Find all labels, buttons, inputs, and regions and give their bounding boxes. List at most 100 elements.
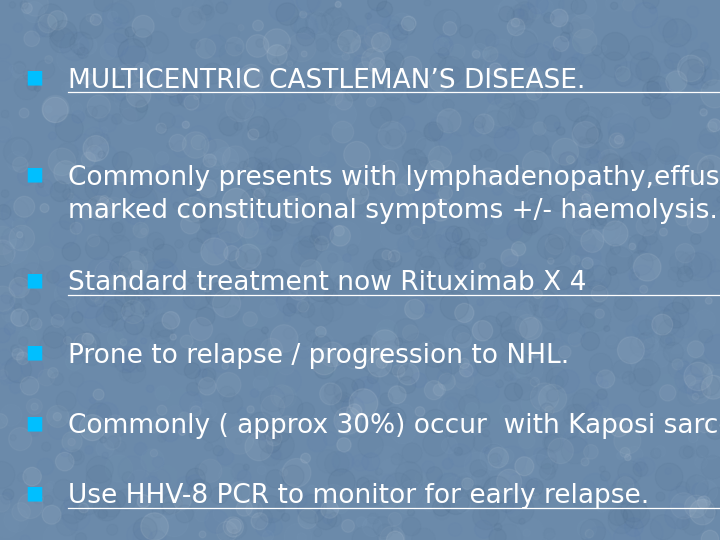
Ellipse shape — [402, 190, 428, 215]
Ellipse shape — [266, 431, 294, 460]
Ellipse shape — [452, 325, 471, 343]
Ellipse shape — [591, 285, 608, 302]
Ellipse shape — [12, 345, 27, 360]
Ellipse shape — [141, 449, 164, 472]
Ellipse shape — [397, 236, 414, 252]
Ellipse shape — [94, 0, 113, 11]
Ellipse shape — [548, 48, 561, 60]
Ellipse shape — [173, 202, 180, 210]
Ellipse shape — [0, 213, 13, 235]
Ellipse shape — [641, 51, 649, 59]
Ellipse shape — [415, 137, 434, 157]
Ellipse shape — [83, 136, 109, 161]
Ellipse shape — [132, 189, 156, 213]
Ellipse shape — [243, 158, 263, 177]
Ellipse shape — [631, 141, 651, 161]
Ellipse shape — [360, 194, 388, 222]
Ellipse shape — [572, 220, 593, 241]
Ellipse shape — [582, 474, 608, 500]
Ellipse shape — [567, 283, 580, 296]
Ellipse shape — [62, 82, 73, 93]
Ellipse shape — [256, 163, 270, 176]
Ellipse shape — [597, 389, 607, 400]
Ellipse shape — [199, 531, 206, 538]
Ellipse shape — [44, 172, 69, 197]
Ellipse shape — [189, 204, 208, 223]
Ellipse shape — [3, 239, 28, 264]
Ellipse shape — [483, 258, 502, 276]
Ellipse shape — [333, 498, 349, 514]
Ellipse shape — [685, 211, 692, 218]
Ellipse shape — [400, 481, 423, 503]
Ellipse shape — [203, 154, 217, 167]
Ellipse shape — [201, 138, 216, 153]
Ellipse shape — [202, 368, 216, 382]
Ellipse shape — [24, 31, 40, 46]
Ellipse shape — [462, 478, 473, 489]
Ellipse shape — [112, 222, 123, 233]
Ellipse shape — [77, 47, 89, 59]
Ellipse shape — [88, 403, 112, 427]
Ellipse shape — [354, 377, 380, 403]
Ellipse shape — [335, 411, 360, 436]
Ellipse shape — [189, 318, 212, 341]
Ellipse shape — [276, 3, 299, 25]
Ellipse shape — [186, 475, 202, 491]
Ellipse shape — [701, 159, 714, 172]
Ellipse shape — [526, 454, 552, 480]
Ellipse shape — [79, 206, 93, 220]
Ellipse shape — [615, 69, 632, 86]
Ellipse shape — [392, 526, 398, 533]
Ellipse shape — [263, 530, 274, 540]
Ellipse shape — [54, 180, 66, 192]
Ellipse shape — [361, 352, 383, 373]
Ellipse shape — [369, 58, 385, 74]
Ellipse shape — [395, 184, 408, 196]
Ellipse shape — [472, 50, 480, 58]
Ellipse shape — [261, 274, 273, 287]
Ellipse shape — [248, 117, 269, 138]
Ellipse shape — [42, 97, 68, 123]
Ellipse shape — [233, 96, 256, 119]
Ellipse shape — [137, 495, 150, 508]
Ellipse shape — [241, 190, 264, 212]
Ellipse shape — [539, 464, 556, 480]
Ellipse shape — [215, 203, 228, 216]
Ellipse shape — [38, 181, 44, 187]
Ellipse shape — [626, 447, 643, 463]
Ellipse shape — [507, 18, 525, 36]
Ellipse shape — [50, 181, 71, 201]
Ellipse shape — [1, 227, 24, 250]
Ellipse shape — [40, 204, 49, 213]
Ellipse shape — [449, 428, 474, 455]
Ellipse shape — [496, 312, 511, 327]
Ellipse shape — [511, 170, 533, 191]
Ellipse shape — [572, 0, 597, 19]
Ellipse shape — [89, 397, 96, 403]
Ellipse shape — [543, 295, 568, 320]
Ellipse shape — [367, 8, 390, 31]
Ellipse shape — [459, 363, 473, 377]
Ellipse shape — [88, 138, 106, 156]
Ellipse shape — [361, 48, 384, 71]
Ellipse shape — [433, 10, 461, 37]
Ellipse shape — [581, 332, 600, 350]
Ellipse shape — [498, 0, 520, 21]
Ellipse shape — [634, 253, 661, 281]
Text: MULTICENTRIC CASTLEMAN’S DISEASE.: MULTICENTRIC CASTLEMAN’S DISEASE. — [68, 68, 586, 93]
Ellipse shape — [582, 258, 593, 269]
Ellipse shape — [376, 345, 399, 368]
Ellipse shape — [134, 172, 143, 180]
Ellipse shape — [43, 325, 66, 348]
Ellipse shape — [470, 149, 482, 161]
Ellipse shape — [556, 308, 582, 334]
Ellipse shape — [402, 149, 427, 173]
Ellipse shape — [696, 430, 720, 459]
Ellipse shape — [262, 85, 284, 108]
Ellipse shape — [338, 30, 361, 53]
Ellipse shape — [493, 214, 503, 225]
Ellipse shape — [257, 466, 266, 475]
Ellipse shape — [473, 116, 485, 128]
Ellipse shape — [217, 449, 234, 465]
Ellipse shape — [191, 39, 200, 49]
